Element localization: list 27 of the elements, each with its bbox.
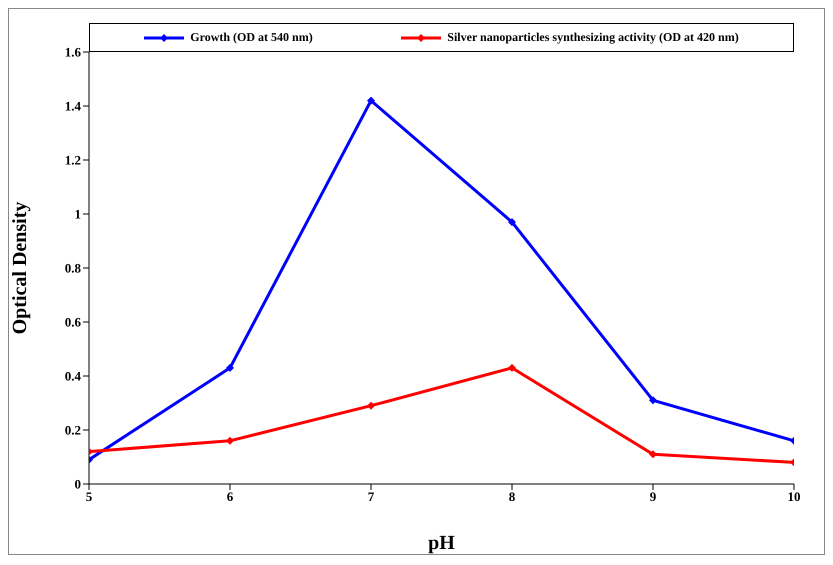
point bbox=[649, 450, 657, 458]
y-tick-label: 1.6 bbox=[64, 44, 82, 60]
point bbox=[367, 402, 375, 410]
x-tick-label: 8 bbox=[508, 489, 516, 504]
point bbox=[508, 364, 516, 372]
x-axis-title: pH bbox=[428, 532, 456, 554]
y-tick-label: 1 bbox=[74, 206, 81, 222]
x-tick-label: 7 bbox=[368, 489, 375, 504]
y-tick-label: 0 bbox=[74, 476, 81, 492]
y-axis-title: Optical Density bbox=[9, 202, 32, 334]
x-tick-label: 10 bbox=[788, 489, 800, 504]
y-tick-label: 0.8 bbox=[64, 260, 82, 276]
legend-label: Silver nanoparticles synthesizing activity (OD at 420 nm) bbox=[447, 30, 739, 45]
point bbox=[226, 364, 234, 372]
y-tick-label: 1.4 bbox=[64, 98, 82, 114]
y-tick-label: 0.6 bbox=[64, 314, 82, 330]
point bbox=[367, 96, 375, 105]
x-tick-label: 6 bbox=[226, 489, 234, 504]
y-tick-label: 1.2 bbox=[64, 152, 81, 168]
x-tick-label: 5 bbox=[86, 489, 93, 504]
point bbox=[508, 218, 516, 226]
x-tick-label: 9 bbox=[650, 489, 657, 504]
point bbox=[649, 396, 657, 404]
y-tick-label: 0.4 bbox=[64, 368, 82, 384]
y-tick-label: 0.2 bbox=[64, 422, 81, 438]
legend-label: Growth (OD at 540 nm) bbox=[190, 30, 313, 45]
point bbox=[226, 436, 234, 445]
